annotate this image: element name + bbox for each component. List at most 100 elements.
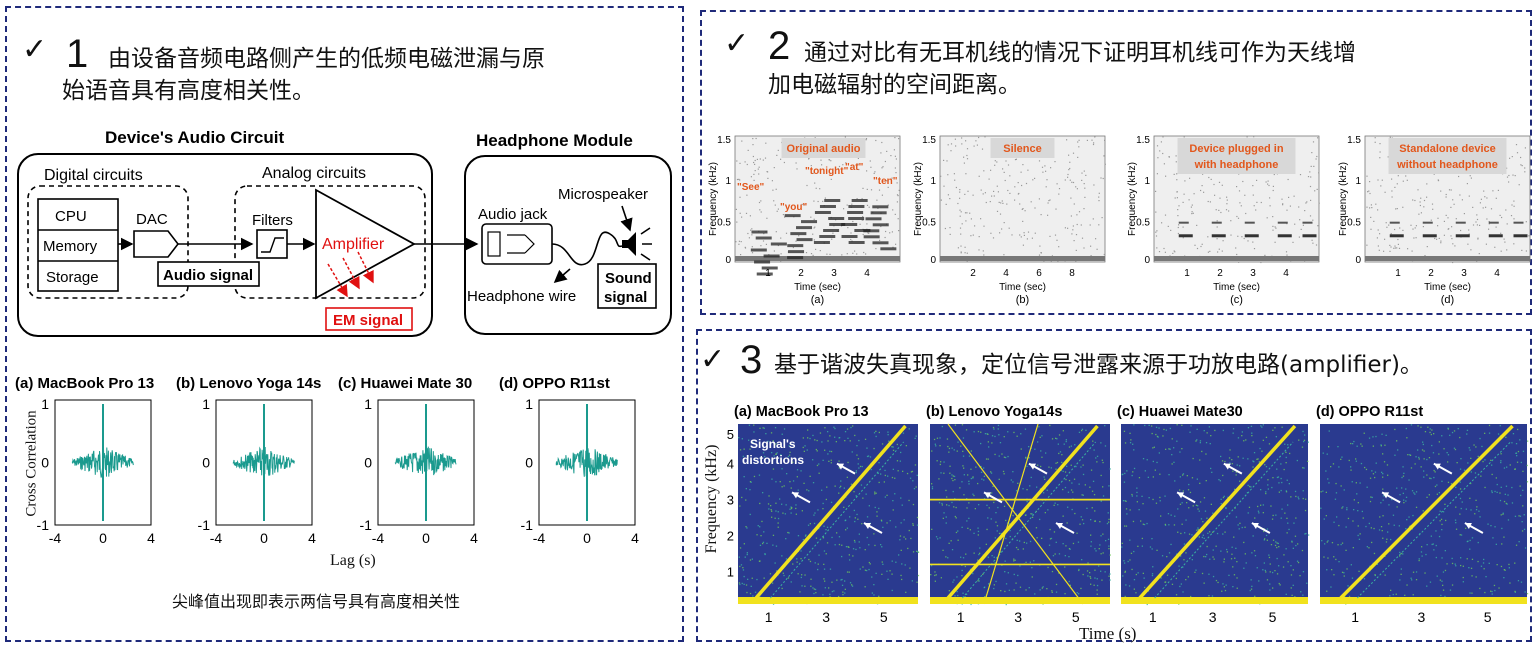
xcorr-xtick: 0	[422, 530, 430, 546]
spectrogram-label: with headphone	[1194, 159, 1279, 171]
memory-label: Memory	[43, 238, 98, 255]
panel1-caption: 尖峰值出现即表示两信号具有高度相关性	[172, 592, 461, 611]
spec-ytick: 1.5	[1347, 135, 1361, 146]
panel3-number: 3	[740, 338, 763, 382]
xcorr-title: (a) MacBook Pro 13	[15, 375, 154, 392]
xcorr-plot: (d) OPPO R11st 1 0 -1-4 0 4	[499, 375, 639, 546]
panel2-heading-line1: 通过对比有无耳机线的情况下证明耳机线可作为天线增	[804, 40, 1356, 66]
word-label: "at"	[845, 162, 864, 173]
check-icon-2: ✓	[724, 26, 750, 61]
sound-signal-label-2: signal	[604, 289, 647, 306]
digital-label: Digital circuits	[44, 167, 143, 184]
spec-xtick: 3	[831, 268, 837, 279]
spec-xtick: 4	[1283, 268, 1289, 279]
harmonic-xtick: 3	[1418, 609, 1426, 625]
spec-ytick: 0	[1355, 255, 1361, 266]
harmonic-xtick: 5	[1072, 609, 1080, 625]
spec-sublabel: (a)	[811, 294, 824, 306]
xcorr-xtick: -4	[533, 530, 546, 546]
speaker-icon	[622, 232, 636, 256]
spec-ylabel: Frequency (kHz)	[1338, 162, 1349, 236]
main-sweep	[754, 424, 907, 600]
analog-box	[234, 185, 426, 299]
spec-xtick: 8	[1069, 268, 1075, 279]
spectrogram-plot: Standalone device without headphone 1.5 1 0.…	[1338, 135, 1531, 306]
xcorr-title: (d) OPPO R11st	[499, 375, 610, 392]
xcorr-xtick: -4	[372, 530, 385, 546]
spectrogram-label: Device plugged in	[1189, 143, 1283, 155]
spec-xtick: 3	[1250, 268, 1256, 279]
spec-ytick: 0	[725, 255, 731, 266]
panel2-heading-line2: 加电磁辐射的空间距离。	[768, 72, 1021, 98]
xcorr-ytick: -1	[198, 517, 211, 533]
harmonic-xtick: 5	[880, 609, 888, 625]
spectrogram-label: Original audio	[787, 143, 861, 155]
spec-xtick: 1	[765, 268, 771, 279]
spec-xlabel: Time (sec)	[1213, 282, 1260, 293]
em-arrows	[327, 251, 374, 298]
harmonic-xtick: 3	[822, 609, 830, 625]
spec-ytick: 1	[930, 176, 936, 187]
xcorr-xtick: 4	[631, 530, 639, 546]
harmonic-ytick: 2	[727, 529, 734, 544]
spec-ytick: 1.5	[717, 135, 731, 146]
xcorr-xtick: 4	[470, 530, 478, 546]
xcorr-ytick: 1	[525, 396, 533, 412]
storage-label: Storage	[46, 269, 99, 286]
device-title: Device's Audio Circuit	[105, 128, 284, 147]
main-sweep	[1339, 424, 1514, 600]
harmonic-xtick: 5	[1269, 609, 1277, 625]
spec-ylabel: Frequency (kHz)	[1127, 162, 1138, 236]
check-icon: ✓	[22, 32, 48, 67]
panel3-ylabel: Frequency (kHz)	[703, 444, 720, 554]
xcorr-title: (b) Lenovo Yoga 14s	[176, 375, 321, 392]
spec-ytick: 1	[725, 176, 731, 187]
spec-ytick: 0	[1144, 255, 1150, 266]
spec-ytick: 0.5	[1136, 218, 1150, 229]
harmonic-title: (c) Huawei Mate30	[1117, 404, 1243, 420]
em-signal-label: EM signal	[333, 312, 403, 329]
xcorr-ytick: 1	[41, 396, 49, 412]
check-icon-3: ✓	[700, 342, 726, 377]
xcorr-xtick: 4	[147, 530, 155, 546]
spec-ylabel: Frequency (kHz)	[708, 162, 719, 236]
harmonic-ytick: 3	[727, 493, 734, 508]
spec-xtick: 1	[1395, 268, 1401, 279]
harmonic-plot: (b) Lenovo Yoga14s 1 3 5	[926, 404, 1111, 625]
audio-circuit-diagram: Device's Audio Circuit Headphone Module …	[17, 128, 672, 337]
main-sweep	[946, 424, 1099, 600]
harmonic-ytick: 1	[727, 565, 734, 580]
spec-sublabel: (c)	[1230, 294, 1243, 306]
word-label: "ten"	[873, 176, 898, 187]
spec-ytick: 1	[1144, 176, 1150, 187]
spec-xlabel: Time (sec)	[794, 282, 841, 293]
xcorr-ytick: -1	[360, 517, 373, 533]
spec-xtick: 1	[1184, 268, 1190, 279]
xcorr-ytick: -1	[521, 517, 534, 533]
device-box	[17, 153, 433, 337]
panel-1	[5, 6, 684, 642]
harmonic-ytick: 5	[727, 427, 734, 442]
spectrogram-label: Standalone device	[1399, 143, 1496, 155]
headphone-wire	[551, 231, 623, 266]
harmonic-xtick: 3	[1014, 609, 1022, 625]
headphone-title: Headphone Module	[476, 131, 633, 150]
headphone-wire-label: Headphone wire	[467, 288, 576, 305]
panel1-heading-line1: 由设备音频电路侧产生的低频电磁泄漏与原	[108, 46, 545, 72]
xcorr-ytick: -1	[37, 517, 50, 533]
spectrogram-plot: Original audio "See" "you" "tonight""at" "te…	[708, 135, 901, 306]
panel1-heading-line2: 始语音具有高度相关性。	[62, 78, 315, 104]
filter-box	[256, 229, 288, 259]
word-label: "you"	[780, 202, 808, 213]
spec-xlabel: Time (sec)	[999, 282, 1046, 293]
xcorr-ytick: 0	[525, 455, 533, 471]
spec-ytick: 0.5	[922, 218, 936, 229]
microspeaker-label: Microspeaker	[558, 186, 648, 203]
spec-xtick: 6	[1036, 268, 1042, 279]
harmonic-xtick: 1	[1149, 609, 1157, 625]
spec-xlabel: Time (sec)	[1424, 282, 1471, 293]
spectrogram-plot: Device plugged in with headphone 1.5 1 0.5 0 1…	[1127, 135, 1320, 306]
harmonic-xtick: 1	[1351, 609, 1359, 625]
xcorr-plot: (b) Lenovo Yoga 14s 1 0 -1-4 0 4	[176, 375, 321, 546]
spec-sublabel: (d)	[1441, 294, 1454, 306]
